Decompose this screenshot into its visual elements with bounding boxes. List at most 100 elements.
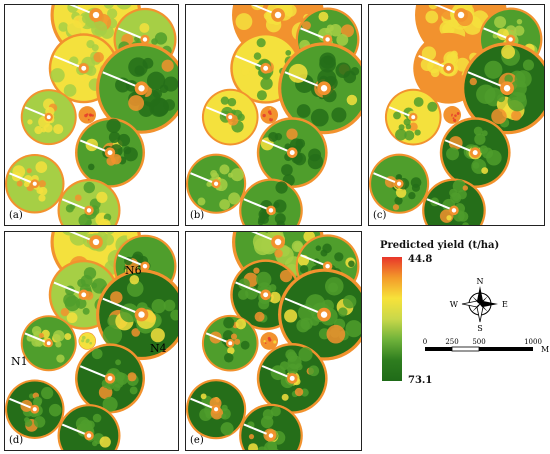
pivot-track [79,139,111,154]
yield-patch [102,325,123,345]
field-pivot [443,106,462,124]
pivot-center [32,407,37,412]
yield-patch [522,59,535,71]
yield-patch [428,5,438,10]
yield-patch [345,320,361,338]
yield-patch [279,361,289,371]
yield-patch [395,128,407,141]
yield-patch [89,341,93,345]
yield-patch [139,22,150,33]
yield-patch [257,219,264,225]
pivot-track [24,106,50,119]
pivot-track [300,254,328,268]
yield-patch [116,372,129,385]
yield-patch [473,126,483,136]
yield-patch [462,222,469,225]
pivot-track [24,332,50,345]
pivot-track [61,198,90,212]
pivot-center [446,65,452,71]
field-pivot [239,178,303,225]
pivot-track [53,281,85,296]
field-map-b [186,5,361,225]
yield-patch [287,355,302,370]
pivot-center [86,433,92,438]
yield-patch [476,84,496,105]
yield-patch [474,133,486,145]
yield-patch [81,335,86,340]
field-pivot [57,404,121,450]
pivot-center [457,11,465,19]
yield-patch [504,74,513,84]
yield-patch [270,406,281,417]
yield-patch [308,365,320,377]
yield-patch [346,94,358,106]
scale-seg-2 [451,346,480,352]
field-pivot [75,117,145,188]
pivot-center [142,37,148,42]
yield-patch [26,168,32,174]
field-pivot [461,42,544,135]
yield-patch [221,404,228,412]
field-label-n1: N1 [11,355,28,368]
field-pivot [48,33,119,104]
pivot-track [418,54,450,70]
yield-patch [427,101,438,112]
yield-patch [38,180,46,188]
pivot-track [117,27,146,41]
field-pivot [256,343,328,414]
yield-patch [227,172,234,178]
yield-patch [494,16,507,29]
yield-patch [38,194,46,202]
yield-patch [83,267,97,280]
yield-patch [294,387,304,397]
yield-patch [48,403,62,417]
pivot-center [274,238,282,246]
pivot-center [107,375,113,381]
yield-patch [131,328,141,337]
field-pivot [201,314,259,372]
pivot-track [243,198,272,212]
yield-patch [81,339,85,343]
yield-patch [393,111,401,120]
field-pivot [439,117,511,189]
yield-patch [318,11,329,22]
yield-patch [348,260,355,268]
field-pivot [96,42,178,134]
pivot-track [102,297,142,316]
yield-patch [91,20,108,37]
yield-patch [106,118,121,133]
yield-patch [451,114,453,117]
yield-patch [484,60,503,79]
yield-patch [197,197,206,206]
yield-patch [414,129,421,136]
yield-patch [392,204,400,211]
pivot-center [46,341,51,346]
field-pivot [369,153,430,214]
pivot-center [268,208,274,213]
scale-tick-0: 0 [423,338,427,346]
yield-patch [456,112,460,115]
compass-e: E [502,300,508,309]
pivot-track [426,198,455,212]
field-pivot [57,178,121,225]
compass-n: N [477,277,484,286]
legend-color-ramp [382,257,402,381]
pivot-track [117,254,146,268]
scale-tick-1000: 1000 [524,338,542,346]
yield-patch [33,416,46,428]
pivot-center [228,115,233,120]
yield-patch [315,245,322,251]
pivot-track [69,232,97,243]
yield-patch [264,441,278,450]
pivot-track [190,172,217,185]
yield-patch [307,153,324,170]
pivot-center [325,263,330,269]
yield-patch [151,38,158,45]
field-pivot [413,32,485,104]
field-pivot [20,315,77,372]
yield-patch [220,96,229,105]
pivot-track [483,27,511,41]
yield-patch [439,21,455,37]
yield-patch [514,25,525,36]
yield-patch [115,359,121,366]
